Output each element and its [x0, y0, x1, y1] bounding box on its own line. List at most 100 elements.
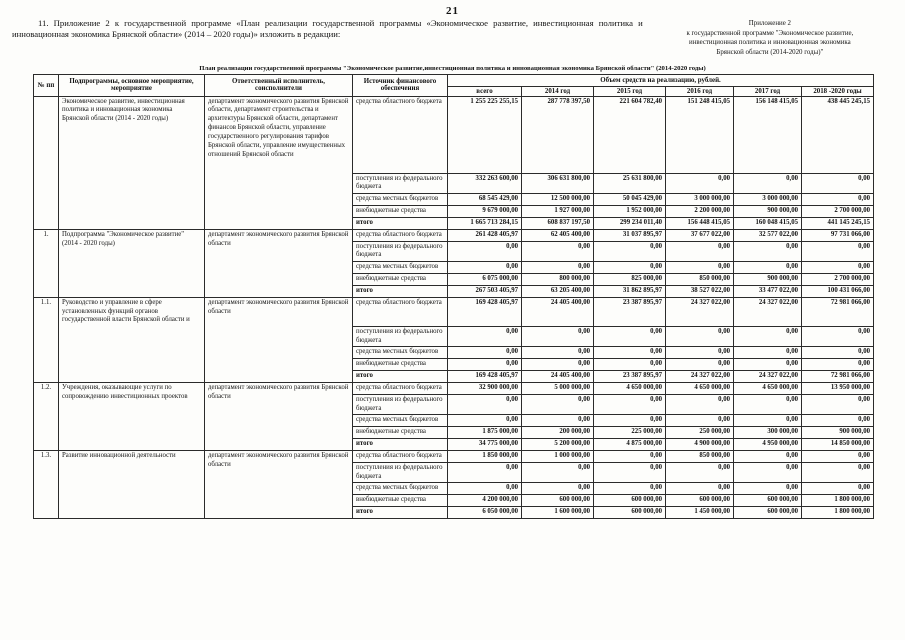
amount-cell: 1 000 000,00: [521, 449, 594, 463]
amount-cell: 0,00: [733, 414, 802, 428]
amount-cell: 0,00: [801, 346, 874, 360]
annex-reference: Приложение 2 к государственной программе…: [643, 19, 897, 58]
row-number-cell: [33, 95, 59, 230]
amount-cell: 72 981 066,00: [801, 370, 874, 383]
amount-cell: 5 200 000,00: [521, 438, 594, 451]
table-row: поступления из федерального бюджета 0,00 0…: [34, 325, 874, 348]
amount-cell: 261 428 405,97: [447, 228, 522, 242]
amount-cell: 34 775 000,00: [447, 438, 522, 451]
amount-cell: 0,00: [447, 261, 522, 275]
amount-cell: 0,00: [801, 482, 874, 496]
amount-cell: 0,00: [593, 325, 666, 348]
funding-source-cell: внебюджетные средства: [352, 273, 448, 286]
amount-cell: 0,00: [733, 358, 802, 372]
amount-cell: 100 431 066,00: [801, 284, 874, 298]
amount-cell: 600 000,00: [733, 494, 802, 507]
amount-cell: 169 428 405,97: [447, 370, 522, 383]
amount-cell: 600 000,00: [665, 494, 734, 507]
amount-cell: 0,00: [665, 414, 734, 428]
funding-source-cell: внебюджетные средства: [352, 494, 448, 507]
col-header-2015: 2015 год: [593, 85, 666, 97]
col-header-program: Подпрограммы, основное мероприятие, меро…: [58, 73, 205, 97]
intro-paragraph: 11. Приложение 2 к государственной прогр…: [12, 18, 643, 39]
amount-cell: 332 263 600,00: [447, 172, 522, 195]
amount-cell: 2 700 000,00: [801, 273, 874, 286]
amount-cell: 31 037 895,97: [593, 228, 666, 242]
amount-cell: 4 650 000,00: [593, 381, 666, 395]
amount-cell: 24 327 022,00: [733, 296, 802, 327]
table-row: Экономическое развитие, инвестиционная п…: [33, 95, 874, 230]
executor-cell: департамент экономического развития Брян…: [204, 228, 353, 298]
table-header: № пп Подпрограммы, основное мероприятие,…: [33, 73, 874, 97]
amount-cell: 31 862 895,97: [593, 284, 666, 298]
amount-cell: 5 000 000,00: [521, 381, 594, 395]
funding-source-cell: итого: [352, 505, 448, 519]
amount-cell: 0,00: [521, 414, 594, 428]
amount-cell: 32 577 022,00: [733, 228, 802, 242]
funding-source-cell: поступления из федерального бюджета: [352, 393, 448, 416]
amount-cell: 160 048 415,05: [733, 216, 802, 230]
funding-source-cell: итого: [352, 438, 448, 451]
amount-cell: 37 677 022,00: [665, 228, 734, 242]
amount-cell: 156 148 415,05: [733, 95, 802, 174]
amount-cell: 0,00: [665, 393, 734, 416]
amount-cell: 0,00: [733, 461, 802, 484]
amount-cell: 0,00: [665, 358, 734, 372]
amount-cell: 0,00: [733, 240, 802, 263]
funding-source-cell: поступления из федерального бюджета: [352, 325, 448, 348]
amount-cell: 0,00: [447, 414, 522, 428]
amount-cell: 825 000,00: [593, 273, 666, 286]
funding-source-cell: средства областного бюджета: [352, 228, 448, 242]
amount-cell: 4 200 000,00: [447, 494, 522, 507]
amount-cell: 0,00: [801, 449, 874, 463]
amount-cell: 299 234 011,40: [593, 216, 666, 230]
col-header-total: всего: [447, 85, 522, 97]
amount-cell: 0,00: [521, 240, 594, 263]
funding-source-cell: внебюджетные средства: [352, 358, 448, 372]
col-header-2014: 2014 год: [521, 85, 594, 97]
amount-cell: 0,00: [593, 414, 666, 428]
amount-cell: 0,00: [447, 325, 522, 348]
table-row: 1. Подпрограмма "Экономическое развитие" …: [33, 228, 874, 298]
amount-cell: 0,00: [801, 325, 874, 348]
amount-cell: 0,00: [733, 393, 802, 416]
page-number: 21: [446, 5, 459, 17]
program-cell: Экономическое развитие, инвестиционная п…: [58, 95, 205, 230]
amount-cell: 12 500 000,00: [521, 193, 594, 207]
amount-cell: 608 837 197,50: [521, 216, 594, 230]
program-cell: Учреждения, оказывающие услуги по сопров…: [58, 381, 205, 451]
amount-cell: 25 631 800,00: [593, 172, 666, 195]
amount-cell: 38 527 022,00: [665, 284, 734, 298]
amount-cell: 0,00: [665, 240, 734, 263]
amount-cell: 169 428 405,97: [447, 296, 522, 327]
amount-cell: 4 650 000,00: [665, 381, 734, 395]
amount-cell: 0,00: [733, 346, 802, 360]
row-number-cell: 1.: [33, 228, 59, 298]
amount-cell: 800 000,00: [521, 273, 594, 286]
table-row: средства местных бюджетов 0,00 0,00 0,00 0,0…: [34, 346, 874, 360]
amount-cell: 600 000,00: [593, 505, 666, 519]
amount-cell: 0,00: [665, 172, 734, 195]
table-row: 1.1. Руководство и управление в сфере уст…: [33, 296, 874, 383]
amount-cell: 600 000,00: [593, 494, 666, 507]
annex-line: инвестиционная политика и инновационная …: [689, 39, 851, 47]
row-number-cell: 1.2.: [33, 381, 59, 451]
annex-line: Приложение 2: [748, 20, 791, 27]
amount-cell: 0,00: [665, 261, 734, 275]
amount-cell: 0,00: [801, 358, 874, 372]
amount-cell: 23 387 895,97: [593, 296, 666, 327]
col-header-2016: 2016 год: [665, 85, 734, 97]
executor-cell: департамент экономического развития Брян…: [204, 381, 353, 451]
table-row: итого 1 665 713 284,15 608 837 197,50 299 2…: [34, 216, 874, 230]
program-cell: Развитие инновационной деятельности: [58, 449, 205, 519]
funding-source-cell: итого: [352, 284, 448, 298]
col-header-num: № пп: [33, 73, 59, 97]
col-header-volume-group: Объем средств на реализацию, рублей.: [447, 73, 874, 87]
annex-line: к государственной программе "Экономическ…: [686, 29, 854, 37]
funding-source-cell: внебюджетные средства: [352, 426, 448, 440]
amount-cell: 200 000,00: [521, 426, 594, 440]
table-title: План реализации государственной программ…: [199, 64, 706, 72]
amount-cell: 156 448 415,05: [665, 216, 734, 230]
amount-cell: 287 778 397,50: [521, 95, 594, 174]
col-header-source: Источник финансового обеспечения: [352, 73, 448, 97]
